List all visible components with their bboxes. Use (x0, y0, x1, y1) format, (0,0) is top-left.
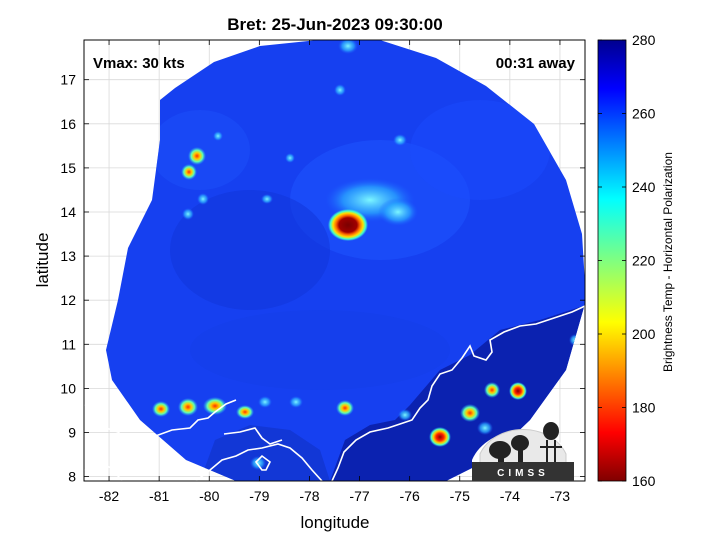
brightness-field (84, 40, 585, 481)
y-tick-label: 9 (68, 424, 76, 440)
y-tick-label: 10 (60, 380, 76, 396)
x-axis: -82 -81 -80 -79 -78 -77 -76 -75 -74 -73 (99, 40, 570, 504)
y-tick-label: 12 (60, 292, 76, 308)
x-tick-label: -82 (99, 488, 119, 504)
y-tick-label: 13 (60, 248, 76, 264)
x-tick-label: -74 (500, 488, 520, 504)
y-tick-label: 17 (60, 72, 76, 88)
x-tick-label: -77 (349, 488, 369, 504)
y-tick-label: 15 (60, 160, 76, 176)
y-tick-label: 8 (68, 469, 76, 485)
y-axis: 8 9 10 11 12 13 14 15 16 17 (60, 72, 585, 485)
colorbar-tick-label: 220 (632, 253, 656, 269)
colorbar-ticks: 160 180 200 220 240 260 280 (598, 32, 656, 489)
logo-text: CIMSS (497, 468, 549, 479)
x-tick-label: -81 (149, 488, 169, 504)
x-tick-label: -79 (249, 488, 269, 504)
chart-title: Bret: 25-Jun-2023 09:30:00 (227, 15, 442, 34)
axes-frame (83, 39, 586, 482)
y-axis-label: latitude (33, 233, 52, 288)
x-tick-label: -75 (450, 488, 470, 504)
cimss-logo: CIMSS (472, 422, 574, 481)
y-tick-label: 16 (60, 116, 76, 132)
satellite-dish-icon (489, 441, 511, 459)
x-axis-label: longitude (300, 513, 369, 532)
x-tick-label: -80 (199, 488, 219, 504)
colorbar-tick-label: 280 (632, 32, 656, 48)
colorbar-tick-label: 180 (632, 400, 656, 416)
vmax-annotation: Vmax: 30 kts (93, 55, 185, 72)
coastlines (84, 305, 585, 481)
x-tick-label: -78 (299, 488, 319, 504)
y-tick-label: 11 (61, 336, 76, 352)
colorbar-tick-label: 240 (632, 179, 656, 195)
colorbar-tick-label: 260 (632, 106, 656, 122)
colorbar-label: Brightness Temp - Horizontal Polarizatio… (661, 152, 675, 372)
colorbar (597, 39, 627, 482)
x-tick-label: -73 (550, 488, 570, 504)
x-tick-label: -76 (400, 488, 420, 504)
y-tick-label: 14 (60, 204, 76, 220)
time-away-annotation: 00:31 away (496, 55, 576, 72)
colorbar-tick-label: 160 (632, 473, 656, 489)
colorbar-tick-label: 200 (632, 326, 656, 342)
feature-cell (188, 147, 206, 165)
feature-eye-core (328, 209, 368, 241)
water-tower-icon (543, 422, 559, 440)
